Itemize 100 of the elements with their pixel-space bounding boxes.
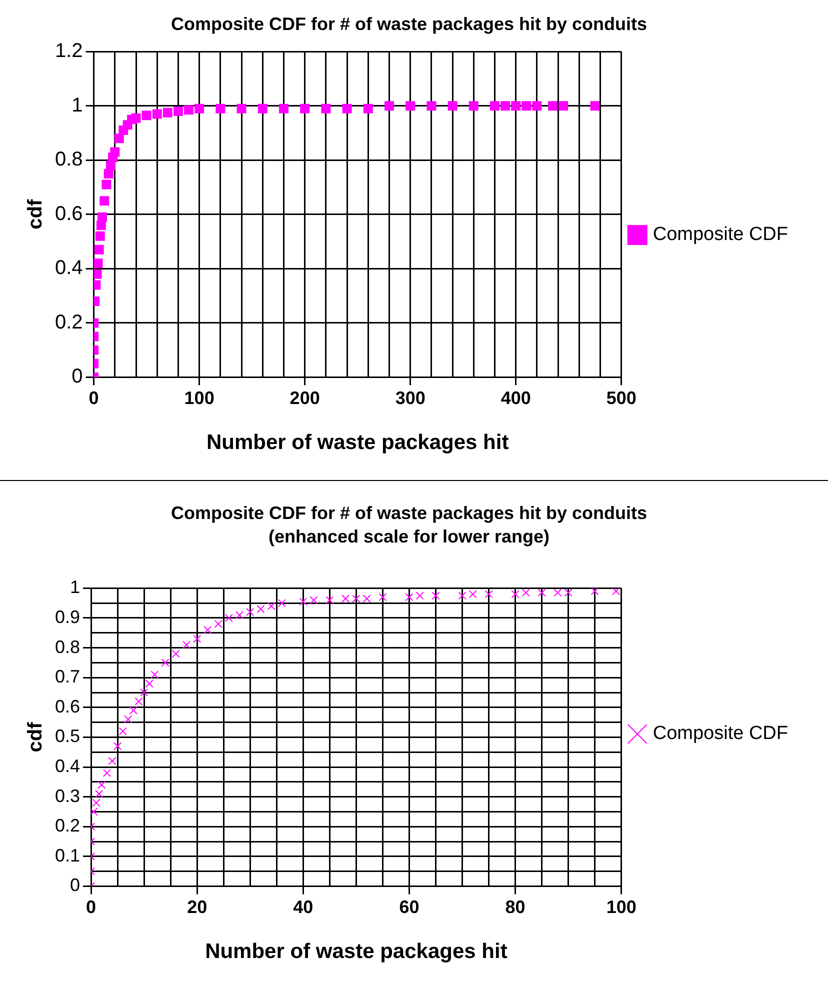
x-tick-label: 100 — [184, 388, 214, 408]
y-tick-label: 0.4 — [54, 257, 83, 280]
point — [378, 593, 387, 602]
point — [108, 757, 116, 766]
y-tick-label: 0.8 — [54, 148, 83, 171]
point — [150, 670, 159, 679]
point — [468, 101, 478, 111]
point — [590, 101, 600, 111]
point — [98, 780, 106, 789]
point — [511, 590, 520, 598]
point — [184, 105, 194, 115]
y-tick-label: 1 — [72, 94, 83, 116]
point — [256, 605, 265, 614]
point — [448, 101, 458, 111]
x-tick-label: 60 — [399, 896, 420, 917]
point — [538, 588, 546, 597]
y-tick-label: 0.9 — [54, 606, 80, 627]
point — [182, 640, 191, 649]
point — [310, 596, 318, 604]
point — [94, 790, 104, 798]
point — [416, 592, 424, 600]
point — [362, 594, 371, 603]
y-tick-label: 0 — [70, 875, 80, 896]
y-tick-label: 0.6 — [54, 696, 80, 716]
point — [131, 113, 141, 123]
point — [326, 596, 334, 604]
point — [522, 101, 532, 111]
point — [235, 610, 244, 620]
point — [94, 258, 103, 268]
point — [124, 715, 132, 724]
point — [258, 104, 268, 114]
y-tick-label: 0.5 — [54, 726, 80, 746]
point — [102, 768, 111, 777]
y-axis-title: cdf — [24, 722, 47, 752]
point — [224, 614, 233, 622]
y-tick-label: 0.8 — [54, 636, 80, 657]
y-tick-label: 0.2 — [54, 311, 83, 334]
point — [590, 588, 599, 596]
point — [522, 588, 530, 597]
point — [172, 650, 180, 658]
point — [161, 658, 170, 667]
legend-label: Composite CDF — [652, 723, 788, 744]
point — [342, 594, 350, 603]
point — [406, 101, 416, 111]
point — [342, 104, 352, 114]
point — [468, 590, 477, 598]
x-axis-title: Number of waste packages hit — [205, 940, 508, 964]
point — [145, 680, 154, 688]
point — [532, 101, 542, 111]
x-tick-label: 0 — [88, 388, 99, 408]
point — [129, 706, 138, 714]
point — [94, 269, 102, 279]
y-tick-label: 0.4 — [54, 756, 80, 776]
point — [363, 104, 373, 114]
point — [118, 727, 127, 736]
x-tick-label: 400 — [500, 388, 531, 408]
y-tick-label: 0.7 — [54, 666, 80, 687]
point — [94, 244, 104, 254]
point — [194, 104, 204, 114]
point — [500, 101, 510, 111]
y-axis-title: cdf — [24, 199, 47, 230]
y-tick-label: 0 — [72, 366, 83, 388]
point — [246, 608, 254, 616]
point — [134, 697, 143, 706]
x-tick-label: 300 — [395, 388, 426, 408]
y-tick-label: 0.3 — [54, 786, 80, 806]
point — [405, 593, 414, 602]
y-tick-label: 0.1 — [54, 845, 80, 866]
point — [484, 590, 493, 598]
point — [162, 108, 172, 118]
point — [91, 808, 98, 816]
point — [142, 110, 152, 120]
point — [106, 160, 116, 170]
point — [548, 101, 558, 111]
point — [100, 196, 110, 206]
y-tick-label: 1 — [70, 577, 80, 598]
point — [352, 594, 360, 603]
point — [278, 104, 288, 114]
x-tick-label: 80 — [505, 896, 526, 917]
point — [204, 626, 212, 634]
point — [384, 101, 394, 111]
point — [102, 180, 112, 190]
point — [511, 101, 521, 111]
point — [299, 598, 308, 606]
point — [193, 634, 202, 643]
x-tick-label: 0 — [86, 896, 96, 917]
chart-title: Composite CDF for # of waste packages hit by conduits — [170, 502, 648, 523]
point — [564, 588, 572, 597]
point — [432, 592, 440, 600]
point — [114, 134, 124, 144]
point — [152, 109, 162, 119]
point — [278, 599, 286, 608]
point — [236, 104, 246, 114]
x-tick-label: 500 — [606, 388, 636, 408]
point — [95, 231, 105, 241]
point — [216, 104, 226, 114]
point — [554, 588, 562, 597]
legend-label: Composite CDF — [652, 224, 788, 246]
x-tick-label: 40 — [293, 896, 314, 917]
point — [300, 104, 310, 114]
